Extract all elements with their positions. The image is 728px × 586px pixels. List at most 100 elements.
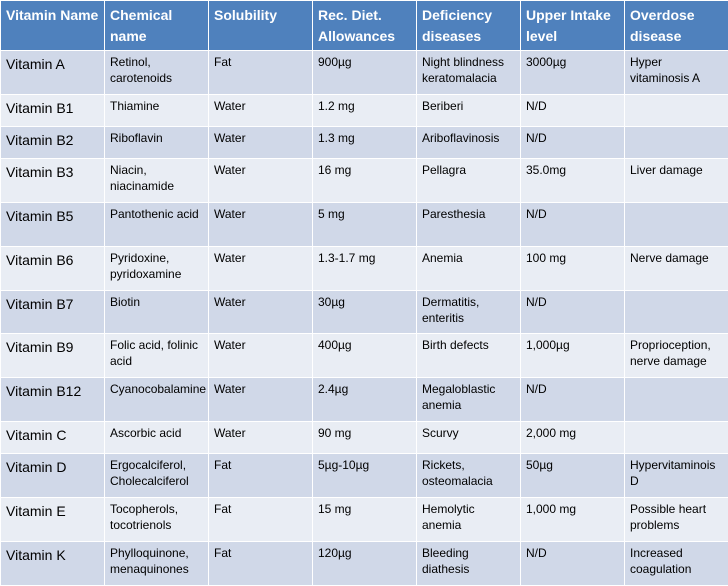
allowance-cell: 1.3-1.7 mg: [313, 247, 417, 291]
allowance-cell: 120µg: [313, 542, 417, 586]
upper-intake-cell: N/D: [521, 378, 625, 422]
header-vitamin-name: Vitamin Name: [1, 1, 105, 51]
solubility-cell: Water: [209, 291, 313, 334]
vitamin-name-cell: Vitamin B1: [1, 95, 105, 127]
overdose-cell: Liver damage: [625, 159, 728, 203]
vitamin-name-cell: Vitamin B7: [1, 291, 105, 334]
table-row: Vitamin A Retinol, carotenoids Fat 900µg…: [1, 51, 728, 95]
table-row: Vitamin B3 Niacin, niacinamide Water 16 …: [1, 159, 728, 203]
header-overdose-disease: Overdose disease: [625, 1, 728, 51]
upper-intake-cell: 50µg: [521, 454, 625, 498]
allowance-cell: 400µg: [313, 334, 417, 378]
solubility-cell: Water: [209, 422, 313, 454]
deficiency-cell: Hemolytic anemia: [417, 498, 521, 542]
deficiency-cell: Birth defects: [417, 334, 521, 378]
upper-intake-cell: 1,000 mg: [521, 498, 625, 542]
chemical-name-cell: Cyanocobalamine: [105, 378, 209, 422]
allowance-cell: 16 mg: [313, 159, 417, 203]
deficiency-cell: Rickets, osteomalacia: [417, 454, 521, 498]
allowance-cell: 15 mg: [313, 498, 417, 542]
header-row: Vitamin Name Chemical name Solubility Re…: [1, 1, 728, 51]
vitamin-name-cell: Vitamin K: [1, 542, 105, 586]
overdose-cell: [625, 422, 728, 454]
allowance-cell: 5 mg: [313, 203, 417, 247]
chemical-name-cell: Phylloquinone, menaquinones: [105, 542, 209, 586]
upper-intake-cell: N/D: [521, 95, 625, 127]
solubility-cell: Fat: [209, 498, 313, 542]
solubility-cell: Water: [209, 127, 313, 159]
header-chemical-name: Chemical name: [105, 1, 209, 51]
deficiency-cell: Dermatitis, enteritis: [417, 291, 521, 334]
solubility-cell: Water: [209, 247, 313, 291]
deficiency-cell: Bleeding diathesis: [417, 542, 521, 586]
upper-intake-cell: N/D: [521, 542, 625, 586]
chemical-name-cell: Retinol, carotenoids: [105, 51, 209, 95]
allowance-cell: 1.2 mg: [313, 95, 417, 127]
overdose-cell: Proprioception, nerve damage: [625, 334, 728, 378]
chemical-name-cell: Biotin: [105, 291, 209, 334]
chemical-name-cell: Pyridoxine, pyridoxamine: [105, 247, 209, 291]
deficiency-cell: Ariboflavinosis: [417, 127, 521, 159]
allowance-cell: 90 mg: [313, 422, 417, 454]
overdose-cell: Hypervitaminois D: [625, 454, 728, 498]
vitamin-name-cell: Vitamin B6: [1, 247, 105, 291]
deficiency-cell: Anemia: [417, 247, 521, 291]
solubility-cell: Fat: [209, 542, 313, 586]
upper-intake-cell: 35.0mg: [521, 159, 625, 203]
table-row: Vitamin B9 Folic acid, folinic acid Wate…: [1, 334, 728, 378]
deficiency-cell: Beriberi: [417, 95, 521, 127]
vitamin-name-cell: Vitamin B3: [1, 159, 105, 203]
overdose-cell: Hyper vitaminosis A: [625, 51, 728, 95]
solubility-cell: Water: [209, 378, 313, 422]
vitamin-name-cell: Vitamin E: [1, 498, 105, 542]
table-row: Vitamin B6 Pyridoxine, pyridoxamine Wate…: [1, 247, 728, 291]
deficiency-cell: Night blindness keratomalacia: [417, 51, 521, 95]
overdose-cell: Possible heart problems: [625, 498, 728, 542]
overdose-cell: [625, 291, 728, 334]
deficiency-cell: Pellagra: [417, 159, 521, 203]
deficiency-cell: Scurvy: [417, 422, 521, 454]
upper-intake-cell: 100 mg: [521, 247, 625, 291]
solubility-cell: Water: [209, 203, 313, 247]
upper-intake-cell: 2,000 mg: [521, 422, 625, 454]
deficiency-cell: Paresthesia: [417, 203, 521, 247]
table-row: Vitamin B2 Riboflavin Water 1.3 mg Aribo…: [1, 127, 728, 159]
header-rec-diet-allowances: Rec. Diet. Allowances: [313, 1, 417, 51]
vitamin-name-cell: Vitamin B12: [1, 378, 105, 422]
vitamin-name-cell: Vitamin B2: [1, 127, 105, 159]
overdose-cell: [625, 95, 728, 127]
vitamin-name-cell: Vitamin D: [1, 454, 105, 498]
vitamin-name-cell: Vitamin C: [1, 422, 105, 454]
allowance-cell: 900µg: [313, 51, 417, 95]
chemical-name-cell: Folic acid, folinic acid: [105, 334, 209, 378]
header-deficiency-diseases: Deficiency diseases: [417, 1, 521, 51]
header-upper-intake-level: Upper Intake level: [521, 1, 625, 51]
solubility-cell: Water: [209, 159, 313, 203]
overdose-cell: [625, 127, 728, 159]
table-row: Vitamin B5 Pantothenic acid Water 5 mg P…: [1, 203, 728, 247]
chemical-name-cell: Ascorbic acid: [105, 422, 209, 454]
deficiency-cell: Megaloblastic anemia: [417, 378, 521, 422]
solubility-cell: Fat: [209, 51, 313, 95]
overdose-cell: Nerve damage: [625, 247, 728, 291]
vitamin-name-cell: Vitamin B9: [1, 334, 105, 378]
solubility-cell: Fat: [209, 454, 313, 498]
upper-intake-cell: 1,000µg: [521, 334, 625, 378]
chemical-name-cell: Thiamine: [105, 95, 209, 127]
vitamin-name-cell: Vitamin A: [1, 51, 105, 95]
allowance-cell: 2.4µg: [313, 378, 417, 422]
chemical-name-cell: Tocopherols, tocotrienols: [105, 498, 209, 542]
chemical-name-cell: Ergocalciferol, Cholecalciferol: [105, 454, 209, 498]
overdose-cell: [625, 203, 728, 247]
allowance-cell: 1.3 mg: [313, 127, 417, 159]
overdose-cell: Increased coagulation: [625, 542, 728, 586]
solubility-cell: Water: [209, 95, 313, 127]
table-row: Vitamin B1 Thiamine Water 1.2 mg Beriber…: [1, 95, 728, 127]
chemical-name-cell: Pantothenic acid: [105, 203, 209, 247]
upper-intake-cell: 3000µg: [521, 51, 625, 95]
upper-intake-cell: N/D: [521, 203, 625, 247]
table-row: Vitamin E Tocopherols, tocotrienols Fat …: [1, 498, 728, 542]
header-solubility: Solubility: [209, 1, 313, 51]
table-row: Vitamin C Ascorbic acid Water 90 mg Scur…: [1, 422, 728, 454]
